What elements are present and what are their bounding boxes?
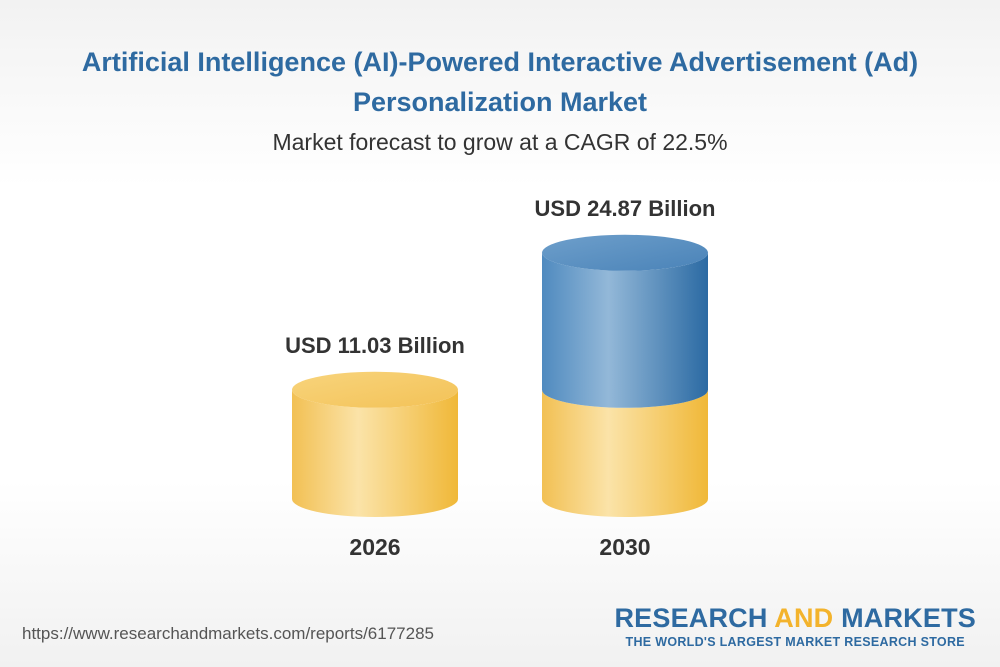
source-url[interactable]: https://www.researchandmarkets.com/repor… (22, 624, 434, 643)
bar-2026 (292, 389, 458, 517)
data-label-2030: USD 24.87 Billion (535, 196, 716, 221)
brand-name: RESEARCH AND MARKETS (614, 603, 976, 633)
bar-top-2026 (292, 371, 458, 408)
brand-name-and: AND (774, 603, 834, 633)
bar-growth-segment-2030 (542, 252, 708, 408)
chart-subtitle: Market forecast to grow at a CAGR of 22.… (272, 129, 728, 155)
brand-logo: RESEARCH AND MARKETS THE WORLD'S LARGEST… (614, 603, 976, 649)
chart-title: Artificial Intelligence (AI)-Powered Int… (81, 47, 919, 117)
data-label-2026: USD 11.03 Billion (285, 333, 465, 358)
bar-base-segment-2030 (542, 389, 708, 517)
x-tick-label-2026: 2026 (349, 534, 400, 560)
x-tick-label-2030: 2030 (599, 534, 650, 560)
brand-name-markets: MARKETS (833, 603, 976, 633)
brand-tagline: THE WORLD'S LARGEST MARKET RESEARCH STOR… (625, 635, 965, 649)
brand-name-research: RESEARCH (614, 603, 775, 633)
bar-top-2030 (542, 234, 708, 271)
